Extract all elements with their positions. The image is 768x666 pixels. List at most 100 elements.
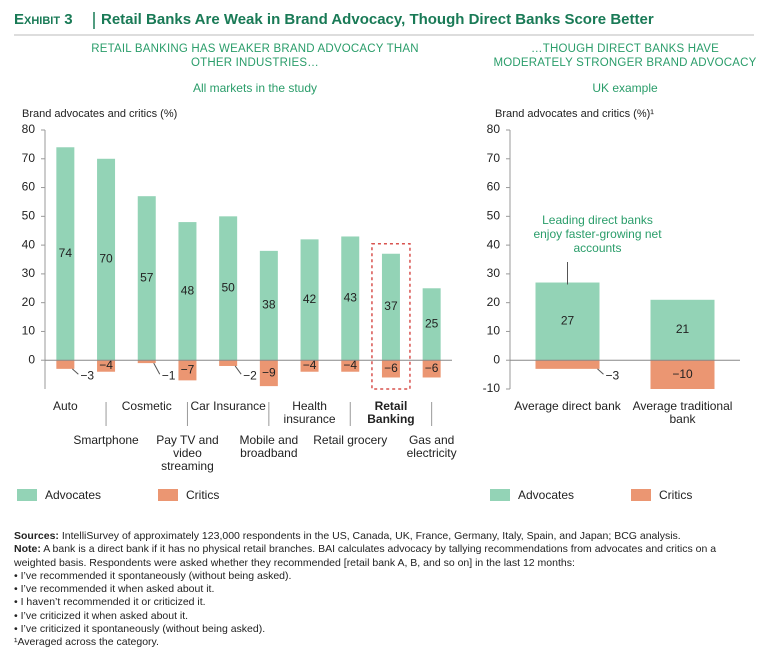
bullet: I’ve criticized it when asked about it. xyxy=(14,610,754,623)
y-tick-label: 70 xyxy=(487,151,501,165)
x-tick-label: Health insurance xyxy=(283,399,336,426)
leader-line xyxy=(153,362,161,375)
value-label: 27 xyxy=(561,314,575,328)
legend-label: Critics xyxy=(186,488,219,502)
bar xyxy=(137,196,156,361)
bar xyxy=(137,360,156,364)
leader-line xyxy=(597,368,604,375)
chart-title: …THOUGH DIRECT BANKS HAVE MODERATELY STR… xyxy=(493,43,757,69)
y-tick-label: 80 xyxy=(487,122,501,136)
bar xyxy=(341,360,360,372)
chart-subtitle: UK example xyxy=(592,81,658,95)
exhibit-label: Exhibit 3 xyxy=(14,11,73,28)
y-tick-label: 10 xyxy=(487,324,501,338)
bar xyxy=(56,147,75,361)
bar xyxy=(535,360,600,369)
y-tick-label: 0 xyxy=(493,352,500,366)
value-label: 70 xyxy=(99,252,113,266)
value-label: −6 xyxy=(384,361,398,375)
bar xyxy=(178,360,197,381)
bar xyxy=(219,360,238,366)
y-tick-label: 60 xyxy=(22,180,36,194)
y-tick-label: 0 xyxy=(28,352,35,366)
legend-swatch xyxy=(631,489,651,501)
bar xyxy=(300,360,319,372)
bar xyxy=(97,158,116,361)
bullet: I haven’t recommended it or criticized i… xyxy=(14,596,754,609)
value-label: 50 xyxy=(221,280,235,294)
value-label: −4 xyxy=(303,358,317,372)
bar xyxy=(97,360,116,372)
value-label: 48 xyxy=(181,283,195,297)
chart-title: RETAIL BANKING HAS WEAKER BRAND ADVOCACY… xyxy=(91,43,419,69)
bar xyxy=(650,299,715,361)
annotation: Leading direct banks enjoy faster-growin… xyxy=(533,213,662,255)
bullet-list: I’ve recommended it spontaneously (witho… xyxy=(14,570,754,636)
x-tick-label: Average traditional bank xyxy=(632,399,733,426)
y-axis-label: Brand advocates and critics (%) xyxy=(22,108,177,120)
legend-label: Critics xyxy=(659,488,692,502)
y-tick-label: 60 xyxy=(487,180,501,194)
value-label: −3 xyxy=(80,368,94,382)
chart-subtitle: All markets in the study xyxy=(192,81,318,95)
value-label: −6 xyxy=(425,361,439,375)
highlight-box xyxy=(371,242,411,390)
y-tick-label: 30 xyxy=(487,266,501,280)
y-tick-label: -10 xyxy=(483,381,501,395)
value-label: −9 xyxy=(262,365,276,379)
y-tick-label: 80 xyxy=(22,122,36,136)
x-tick-label: Retail Banking xyxy=(367,399,415,426)
value-label: −4 xyxy=(343,358,357,372)
value-label: −1 xyxy=(162,368,176,382)
bar xyxy=(422,360,441,378)
y-axis-label: Brand advocates and critics (%)¹ xyxy=(495,108,654,120)
note-label: Note: xyxy=(14,543,41,556)
value-label: −10 xyxy=(672,367,693,381)
x-tick-label: Auto xyxy=(53,399,78,413)
leader-line xyxy=(234,365,242,375)
y-tick-label: 20 xyxy=(487,295,501,309)
footnote: ¹Averaged across the category. xyxy=(14,636,159,649)
value-label: 57 xyxy=(140,270,154,284)
bullet: I’ve recommended it spontaneously (witho… xyxy=(14,570,754,583)
value-label: 38 xyxy=(262,298,276,312)
value-label: −2 xyxy=(243,368,257,382)
value-label: 42 xyxy=(303,292,317,306)
bar xyxy=(259,360,278,387)
bar xyxy=(178,222,197,361)
bullet: I’ve recommended it when asked about it. xyxy=(14,583,754,596)
legend-swatch xyxy=(490,489,510,501)
legend-label: Advocates xyxy=(45,488,101,502)
bar xyxy=(300,239,319,361)
legend-label: Advocates xyxy=(518,488,574,502)
value-label: 43 xyxy=(344,291,358,305)
value-label: 74 xyxy=(59,246,73,260)
y-tick-label: 40 xyxy=(22,237,36,251)
value-label: −3 xyxy=(606,368,620,382)
x-tick-label: Pay TV and video streaming xyxy=(156,433,219,473)
value-label: 21 xyxy=(676,322,690,336)
bullet: I’ve criticized it spontaneously (withou… xyxy=(14,623,754,636)
bar xyxy=(422,288,441,361)
leader-line xyxy=(72,368,79,375)
note-text: A bank is a direct bank if it has no phy… xyxy=(14,543,717,569)
note: Note: A bank is a direct bank if it has … xyxy=(14,543,754,570)
notes: Sources: IntelliSurvey of approximately … xyxy=(14,530,754,650)
legend-swatch xyxy=(17,489,37,501)
x-tick-label: Car Insurance xyxy=(190,399,266,413)
y-tick-label: 20 xyxy=(22,295,36,309)
sources-label: Sources: xyxy=(14,530,59,542)
bar xyxy=(650,360,715,389)
x-tick-label: Cosmetic xyxy=(121,399,172,413)
x-tick-label: Mobile and broadband xyxy=(239,433,299,460)
sources-text: IntelliSurvey of approximately 123,000 r… xyxy=(61,530,681,542)
bar xyxy=(56,360,75,369)
bar xyxy=(535,282,600,361)
y-tick-label: 50 xyxy=(487,209,501,223)
x-tick-label: Average direct bank xyxy=(514,399,621,413)
x-tick-label: Gas and electricity xyxy=(406,433,457,460)
value-label: 25 xyxy=(425,316,439,330)
y-tick-label: 30 xyxy=(22,266,36,280)
